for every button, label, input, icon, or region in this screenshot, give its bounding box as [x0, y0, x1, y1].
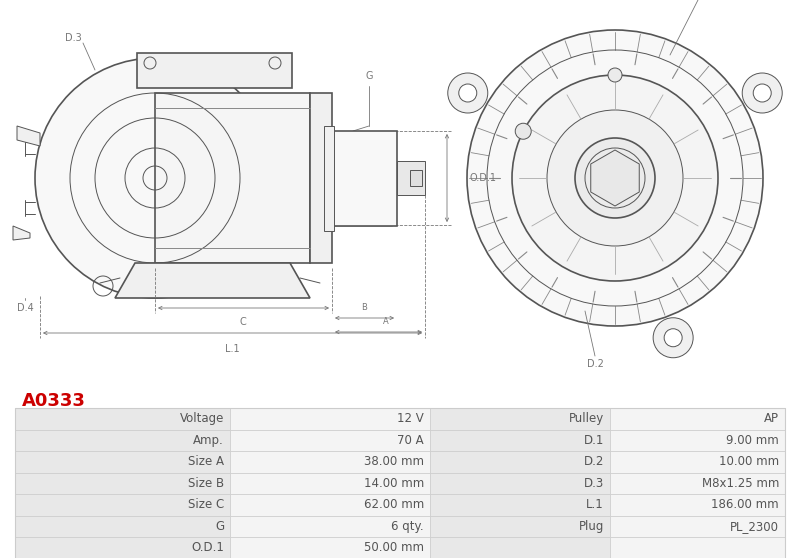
- Text: L.1: L.1: [225, 344, 239, 354]
- Bar: [230, 408, 430, 430]
- Circle shape: [575, 138, 655, 218]
- Text: C: C: [240, 317, 246, 327]
- Text: Size C: Size C: [188, 498, 224, 511]
- Bar: [15, 516, 230, 537]
- Text: 14.00 mm: 14.00 mm: [364, 477, 424, 490]
- Bar: [137, 53, 292, 88]
- Polygon shape: [17, 126, 40, 146]
- Bar: [324, 126, 334, 231]
- Text: G: G: [215, 519, 224, 533]
- Polygon shape: [590, 150, 639, 206]
- Text: 10.00 mm: 10.00 mm: [719, 455, 779, 468]
- Text: 70 A: 70 A: [398, 434, 424, 447]
- Bar: [15, 537, 230, 558]
- Text: A: A: [383, 318, 389, 326]
- Text: Size B: Size B: [188, 477, 224, 490]
- Text: 38.00 mm: 38.00 mm: [364, 455, 424, 468]
- Bar: [430, 537, 610, 558]
- Text: D.4: D.4: [17, 303, 34, 313]
- Bar: [430, 430, 610, 451]
- Text: 9.00 mm: 9.00 mm: [726, 434, 779, 447]
- Text: PL_2300: PL_2300: [730, 519, 779, 533]
- Text: 12 V: 12 V: [398, 412, 424, 425]
- Bar: [610, 430, 785, 451]
- Text: 6 qty.: 6 qty.: [391, 519, 424, 533]
- Text: D.1: D.1: [584, 434, 604, 447]
- Bar: [230, 451, 430, 473]
- Bar: [332, 131, 397, 226]
- Text: G: G: [366, 71, 373, 81]
- Circle shape: [35, 58, 275, 298]
- Bar: [610, 494, 785, 516]
- Bar: [410, 170, 422, 186]
- Text: D.2: D.2: [586, 359, 603, 369]
- Text: D.2: D.2: [584, 455, 604, 468]
- Text: M8x1.25 mm: M8x1.25 mm: [702, 477, 779, 490]
- Text: L.1: L.1: [586, 498, 604, 511]
- Text: D.3: D.3: [65, 33, 82, 43]
- Text: Pulley: Pulley: [569, 412, 604, 425]
- Text: O.D.1: O.D.1: [191, 541, 224, 554]
- Bar: [430, 408, 610, 430]
- Circle shape: [742, 73, 782, 113]
- Bar: [610, 537, 785, 558]
- Bar: [430, 494, 610, 516]
- Bar: [610, 451, 785, 473]
- Circle shape: [653, 318, 693, 358]
- Bar: [15, 430, 230, 451]
- Text: AP: AP: [764, 412, 779, 425]
- Bar: [610, 516, 785, 537]
- Circle shape: [458, 84, 477, 102]
- Bar: [230, 516, 430, 537]
- Bar: [430, 451, 610, 473]
- Bar: [430, 473, 610, 494]
- Text: 62.00 mm: 62.00 mm: [364, 498, 424, 511]
- Text: Amp.: Amp.: [194, 434, 224, 447]
- Text: 50.00 mm: 50.00 mm: [364, 541, 424, 554]
- Polygon shape: [115, 263, 310, 298]
- Polygon shape: [13, 226, 30, 240]
- Bar: [397, 161, 425, 195]
- Bar: [155, 93, 310, 263]
- Bar: [310, 93, 332, 263]
- Text: 186.00 mm: 186.00 mm: [711, 498, 779, 511]
- Circle shape: [664, 329, 682, 347]
- Circle shape: [547, 110, 683, 246]
- Circle shape: [754, 84, 771, 102]
- Bar: [15, 408, 785, 558]
- Bar: [430, 516, 610, 537]
- Text: D.3: D.3: [584, 477, 604, 490]
- Circle shape: [515, 123, 531, 140]
- Circle shape: [448, 73, 488, 113]
- Text: B: B: [361, 304, 367, 312]
- Bar: [230, 537, 430, 558]
- Circle shape: [467, 30, 763, 326]
- Bar: [15, 451, 230, 473]
- Circle shape: [608, 68, 622, 82]
- Bar: [230, 430, 430, 451]
- Bar: [15, 494, 230, 516]
- Text: Plug: Plug: [578, 519, 604, 533]
- Text: Size A: Size A: [188, 455, 224, 468]
- Circle shape: [597, 160, 633, 196]
- Bar: [15, 408, 230, 430]
- Text: O.D.1: O.D.1: [469, 173, 496, 183]
- Circle shape: [605, 168, 625, 188]
- Bar: [610, 408, 785, 430]
- Bar: [230, 473, 430, 494]
- Text: A0333: A0333: [22, 392, 86, 410]
- Text: Voltage: Voltage: [180, 412, 224, 425]
- Bar: [230, 494, 430, 516]
- Circle shape: [512, 75, 718, 281]
- Bar: [15, 473, 230, 494]
- Bar: [610, 473, 785, 494]
